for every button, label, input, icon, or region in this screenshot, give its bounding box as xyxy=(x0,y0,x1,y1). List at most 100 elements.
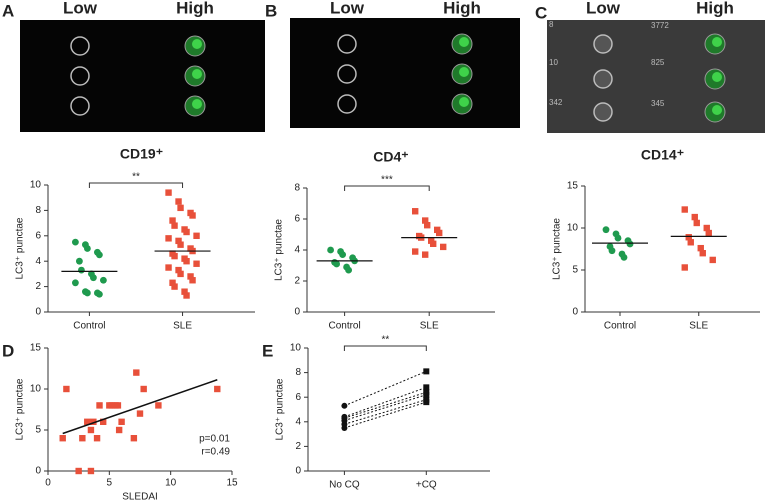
significance: ** xyxy=(381,335,389,346)
y-tick-label: 2 xyxy=(294,276,300,287)
significance-bracket xyxy=(88,182,184,188)
x-tick-label: Control xyxy=(328,321,360,332)
cell-low xyxy=(337,94,357,114)
fit-line xyxy=(62,379,218,435)
x-tick-label: Control xyxy=(73,321,105,332)
y-tick-label: 8 xyxy=(35,205,41,216)
point xyxy=(96,402,103,409)
point xyxy=(341,413,348,420)
image-label: High xyxy=(443,0,481,17)
y-axis-label: LC3⁺ punctae xyxy=(15,378,26,440)
dot xyxy=(691,213,698,221)
y-tick-label: 5 xyxy=(35,425,41,436)
dot xyxy=(608,247,616,255)
annotation: p=0.01 xyxy=(199,434,230,445)
point xyxy=(133,369,140,376)
x-tick-label: 5 xyxy=(107,478,113,489)
dot xyxy=(171,222,178,229)
cell-spot xyxy=(459,37,469,47)
image-number: 3772 xyxy=(651,21,669,30)
significance-bracket xyxy=(343,345,427,351)
dot xyxy=(175,198,182,205)
dot xyxy=(327,246,334,254)
dot xyxy=(76,257,83,265)
y-tick-label: 10 xyxy=(30,384,42,395)
pair-line xyxy=(344,401,427,429)
dot xyxy=(175,266,182,274)
dot xyxy=(412,208,419,215)
dot xyxy=(84,289,91,297)
dot xyxy=(693,219,700,227)
y-tick-label: 4 xyxy=(295,416,301,427)
dot xyxy=(614,234,622,242)
dot xyxy=(430,240,437,247)
image-b xyxy=(290,18,520,128)
dot xyxy=(699,250,706,257)
dot xyxy=(177,241,184,248)
dot xyxy=(100,276,107,284)
chart-title: CD14⁺ xyxy=(641,147,684,163)
image-c xyxy=(547,20,765,133)
y-axis-label: LC3⁺ punctae xyxy=(552,218,563,280)
x-tick-label: SLE xyxy=(173,321,192,332)
dot xyxy=(193,260,200,267)
panel-letter: B xyxy=(265,1,277,20)
image-number: 342 xyxy=(549,98,563,107)
significance-bracket xyxy=(344,185,430,191)
y-tick-label: 15 xyxy=(567,181,579,192)
point xyxy=(100,418,107,425)
y-tick-label: 4 xyxy=(35,256,41,267)
image-label: Low xyxy=(330,0,365,17)
y-tick-label: 10 xyxy=(567,223,579,234)
annotation: r=0.49 xyxy=(201,447,230,458)
point xyxy=(63,385,70,393)
dot xyxy=(681,264,688,271)
x-tick-label: 10 xyxy=(165,478,177,489)
point xyxy=(140,385,147,393)
cell-low xyxy=(337,64,357,84)
point xyxy=(93,435,101,442)
dot xyxy=(422,217,429,224)
dot xyxy=(345,266,352,274)
pair-line xyxy=(344,391,427,419)
chart-title: CD19⁺ xyxy=(120,146,163,162)
dot xyxy=(165,264,172,271)
point xyxy=(136,410,144,417)
significance: ** xyxy=(132,172,140,183)
dot xyxy=(84,245,91,252)
dot xyxy=(709,256,716,264)
dot xyxy=(703,224,710,232)
image-number: 345 xyxy=(651,99,665,108)
cell-low xyxy=(593,69,613,89)
y-axis-label: LC3⁺ punctae xyxy=(274,219,285,281)
point xyxy=(84,418,91,425)
cell-low xyxy=(70,96,90,116)
dot xyxy=(626,240,634,248)
x-tick-label: No CQ xyxy=(329,480,360,491)
image-number: 8 xyxy=(549,20,554,29)
dot xyxy=(620,254,628,261)
cell-low xyxy=(70,36,90,56)
y-tick-label: 2 xyxy=(295,441,301,452)
point xyxy=(87,426,95,434)
dot xyxy=(96,251,103,259)
point xyxy=(115,426,123,434)
cell-spot xyxy=(459,97,469,107)
dot xyxy=(177,270,184,278)
y-axis-label: LC3⁺ punctae xyxy=(275,378,286,440)
dot xyxy=(72,238,79,246)
dot xyxy=(440,243,447,251)
pair-line xyxy=(344,386,427,418)
image-a xyxy=(20,20,265,132)
point xyxy=(79,435,86,442)
x-tick-label: 0 xyxy=(45,478,51,489)
y-tick-label: 5 xyxy=(572,265,578,276)
x-tick-label: SLE xyxy=(689,321,708,332)
x-axis-label: SLEDAI xyxy=(122,492,158,502)
chart-title: CD4⁺ xyxy=(373,149,408,165)
cell-spot xyxy=(712,105,722,115)
point xyxy=(423,396,430,403)
point xyxy=(59,435,66,442)
cell-low xyxy=(593,34,613,54)
pair-line xyxy=(344,394,427,422)
